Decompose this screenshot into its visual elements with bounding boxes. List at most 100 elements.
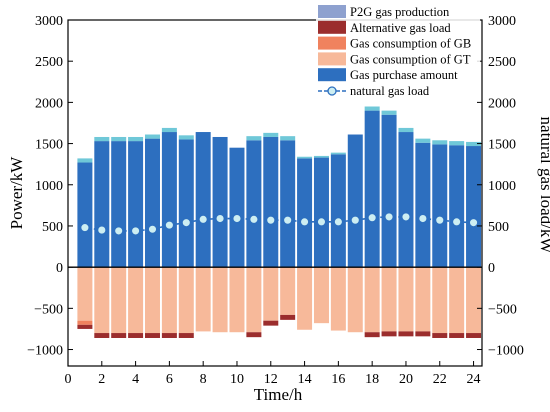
line-point-8 (198, 214, 209, 225)
line-point-1 (80, 222, 90, 233)
bar-s2-13 (280, 267, 296, 315)
bar-s0-9 (212, 136, 228, 268)
bar-s2-3 (111, 267, 127, 334)
bar-s0-21 (415, 142, 431, 268)
bar-s1-3 (111, 136, 127, 142)
bar-s2-22 (432, 267, 448, 334)
x-tick-label: 4 (132, 372, 139, 387)
bar-s2-10 (229, 267, 245, 333)
bar-s4-4 (128, 333, 144, 338)
x-tick-label: 20 (399, 372, 413, 387)
x-tick-label: 8 (200, 372, 207, 387)
bar-s2-11 (246, 267, 262, 333)
x-tick-label: 16 (331, 372, 345, 387)
bar-s1-19 (381, 110, 397, 115)
line-point-16 (333, 216, 344, 227)
line-point-10 (232, 213, 242, 224)
x-tick-label: 18 (365, 372, 379, 387)
bar-s2-15 (313, 267, 329, 324)
bar-s1-6 (161, 127, 177, 133)
bar-s4-6 (161, 333, 177, 338)
bar-s1-4 (128, 136, 144, 142)
bar-s2-12 (263, 267, 279, 321)
line-point-15 (316, 216, 327, 227)
natural-gas-load-line (84, 216, 474, 232)
bar-s0-5 (144, 138, 160, 268)
plot-frame (67, 19, 483, 367)
bar-s0-13 (280, 140, 296, 268)
y2-tick-label: 1500 (488, 138, 516, 153)
bar-s0-15 (313, 157, 329, 268)
x-axis-title: Time/h (254, 385, 303, 404)
bar-s0-18 (364, 110, 380, 268)
y2-tick-label: 3000 (488, 14, 516, 29)
bar-s2-16 (330, 267, 346, 331)
legend-label: Alternative gas load (350, 21, 451, 35)
bar-s1-1 (77, 158, 93, 163)
bar-s2-8 (195, 267, 211, 332)
bar-s2-9 (212, 267, 228, 333)
line-point-20 (401, 212, 411, 222)
bar-s1-14 (297, 156, 313, 159)
legend-swatch (318, 52, 346, 66)
bar-s4-12 (263, 320, 279, 326)
bar-s1-2 (94, 136, 110, 142)
line-point-7 (181, 217, 192, 228)
bar-s1-21 (415, 138, 431, 143)
bar-s0-4 (128, 141, 144, 268)
bar-s1-7 (178, 135, 194, 140)
legend-label: Gas purchase amount (350, 68, 458, 82)
line-point-11 (249, 214, 259, 225)
line-layer (80, 212, 479, 236)
bar-s0-12 (263, 136, 279, 268)
bar-s0-14 (297, 158, 313, 268)
legend-swatch (318, 5, 346, 18)
bar-s0-10 (229, 147, 245, 268)
line-point-13 (282, 215, 293, 226)
legend-swatch (318, 20, 346, 34)
y2-axis-title: natural gas load/kW (537, 117, 550, 255)
y2-tick-label: 2500 (488, 55, 516, 70)
bar-s4-18 (364, 332, 380, 338)
y2-tick-label: 2000 (488, 96, 516, 111)
bar-s1-24 (466, 141, 482, 147)
line-point-19 (384, 212, 394, 222)
line-point-6 (164, 220, 175, 230)
bar-s2-1 (77, 267, 93, 321)
y-tick-label: −500 (34, 302, 63, 317)
bar-s2-14 (297, 267, 313, 330)
legend-label: Gas consumption of GT (350, 52, 471, 66)
bar-s2-7 (178, 267, 194, 334)
legend-label: Gas consumption of GB (350, 37, 471, 51)
legend-swatch (318, 68, 346, 82)
x-tick-label: 2 (98, 372, 105, 387)
y-tick-label: 2000 (35, 96, 63, 111)
bar-s2-20 (398, 267, 414, 332)
legend-marker (327, 86, 337, 96)
bar-s1-22 (432, 140, 448, 145)
line-point-4 (130, 226, 141, 236)
y-axis-title: Power/kW (7, 156, 26, 230)
line-point-22 (434, 215, 445, 226)
y2-tick-label: −1000 (488, 344, 524, 359)
bar-s0-3 (111, 141, 127, 268)
bar-s1-15 (313, 155, 329, 158)
bar-s2-19 (381, 267, 397, 332)
bar-s2-4 (128, 267, 144, 334)
bar-s2-23 (449, 267, 465, 334)
bar-s1-5 (144, 134, 160, 139)
line-point-14 (299, 216, 310, 227)
bar-s4-22 (432, 333, 448, 338)
bar-s0-16 (330, 154, 346, 268)
line-point-18 (367, 212, 378, 223)
bar-s0-6 (161, 132, 177, 268)
bar-s1-23 (449, 141, 465, 146)
bar-s0-11 (246, 140, 262, 268)
bar-s0-17 (347, 134, 363, 268)
line-point-21 (418, 213, 428, 224)
bar-s4-13 (280, 314, 296, 320)
bar-s2-24 (466, 267, 482, 334)
legend-label: P2G gas production (350, 5, 450, 19)
bar-s0-24 (466, 146, 482, 268)
